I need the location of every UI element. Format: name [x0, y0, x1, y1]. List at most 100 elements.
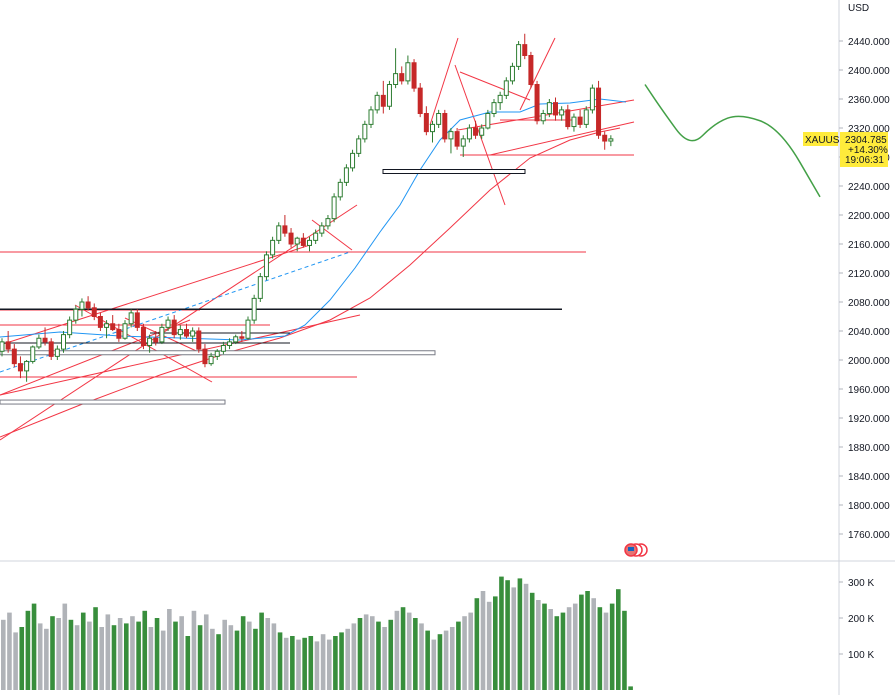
candle-body — [479, 127, 485, 136]
volume-bar — [505, 580, 510, 690]
volume-bar — [437, 634, 443, 690]
candle-body — [356, 138, 362, 154]
volume-bar — [357, 618, 363, 690]
projection-path — [644, 84, 821, 198]
candle-body — [436, 113, 442, 125]
volume-bar — [74, 625, 80, 690]
y-tick-label: 1760.000 — [848, 530, 890, 541]
candle-body — [165, 319, 171, 328]
volume-bar — [210, 628, 215, 690]
candle-body — [596, 87, 602, 136]
candle-body — [325, 218, 331, 227]
candle-body — [559, 109, 565, 116]
volume-bar — [277, 632, 283, 690]
candle-body — [294, 237, 300, 245]
y-tick-label: 2080.000 — [848, 298, 890, 309]
trend-line — [519, 37, 556, 111]
volume-bar — [419, 623, 424, 690]
volume-series — [1, 576, 633, 690]
candle-body — [245, 319, 251, 339]
y-tick-label: 2320.000 — [848, 124, 890, 135]
volume-bar — [616, 589, 621, 690]
candle-body — [282, 225, 288, 234]
volume-bar — [13, 632, 18, 690]
volume-bar — [19, 627, 25, 690]
volume-bar — [31, 603, 37, 690]
y-tick-label: 2440.000 — [848, 37, 890, 48]
volume-bar — [99, 627, 104, 690]
candle-body — [399, 73, 405, 82]
candle-body — [565, 109, 571, 128]
candle-body — [196, 330, 202, 350]
volume-bar — [333, 636, 338, 690]
candle-body — [61, 334, 66, 350]
volume-bar — [80, 612, 86, 690]
volume-bar — [363, 614, 369, 690]
trend-line — [311, 219, 353, 251]
candle-body — [491, 102, 497, 114]
candle-body — [386, 84, 392, 107]
candle-body — [239, 336, 245, 339]
candle-body — [263, 254, 269, 278]
candle-body — [528, 55, 534, 85]
candle-body — [257, 276, 263, 299]
volume-bar — [456, 621, 461, 690]
candle-body — [17, 363, 23, 372]
candle-body — [405, 62, 411, 82]
volume-bar — [579, 594, 584, 690]
volume-bar — [1, 619, 6, 690]
candle-body — [30, 346, 36, 362]
volume-bar — [197, 625, 203, 690]
y-tick-label: 2200.000 — [848, 211, 890, 222]
volume-bar — [443, 630, 449, 690]
volume-tick-label: 300 K — [848, 578, 874, 589]
volume-bar — [449, 627, 455, 690]
y-tick-label: 2000.000 — [848, 356, 890, 367]
currency-label: USD — [848, 3, 869, 14]
candle-body — [331, 196, 337, 220]
badge-countdown: 19:06:31 — [845, 155, 884, 166]
candle-body — [122, 323, 128, 339]
volume-axis[interactable]: 300 K 200 K 100 K — [839, 578, 874, 661]
volume-bar — [517, 578, 523, 690]
candle-body — [300, 237, 306, 246]
candle-body — [417, 87, 423, 114]
price-axis[interactable]: 2440.0002400.0002360.0002320.0002280.000… — [839, 37, 890, 541]
y-tick-label: 2240.000 — [848, 182, 890, 193]
badge-symbol: XAUUSD — [805, 135, 847, 146]
volume-bar — [179, 616, 184, 690]
volume-bar — [566, 607, 572, 690]
event-flag-icon[interactable] — [624, 543, 648, 557]
volume-bar — [480, 591, 486, 690]
volume-bar — [468, 612, 473, 690]
candle-body — [411, 62, 417, 89]
volume-bar — [536, 600, 541, 690]
candle-body — [171, 319, 177, 336]
volume-bar — [271, 623, 277, 690]
last-price-badge[interactable]: XAUUSD 2304.785 +14.30% 19:06:31 — [803, 132, 888, 167]
candle-body — [485, 113, 491, 129]
volume-bar — [247, 621, 252, 690]
candle-body — [153, 337, 159, 343]
volume-bar — [160, 630, 166, 690]
volume-bar — [597, 607, 603, 690]
candle-body — [374, 94, 380, 111]
candle-body — [350, 152, 356, 169]
volume-tick-label: 200 K — [848, 614, 874, 625]
volume-bar — [376, 621, 381, 690]
volume-bar — [320, 634, 326, 690]
volume-bar — [136, 621, 141, 690]
dashed-trend-line — [0, 251, 351, 373]
y-tick-label: 2040.000 — [848, 327, 890, 338]
volume-bar — [167, 609, 172, 690]
candle-body — [276, 225, 282, 241]
volume-bar — [609, 603, 615, 690]
volume-bar — [486, 601, 492, 690]
candle-body — [159, 326, 165, 343]
trend-line — [459, 71, 531, 101]
candle-body — [540, 113, 546, 122]
volume-bar — [302, 637, 307, 690]
volume-bar — [290, 636, 295, 690]
candle-body — [553, 102, 558, 116]
